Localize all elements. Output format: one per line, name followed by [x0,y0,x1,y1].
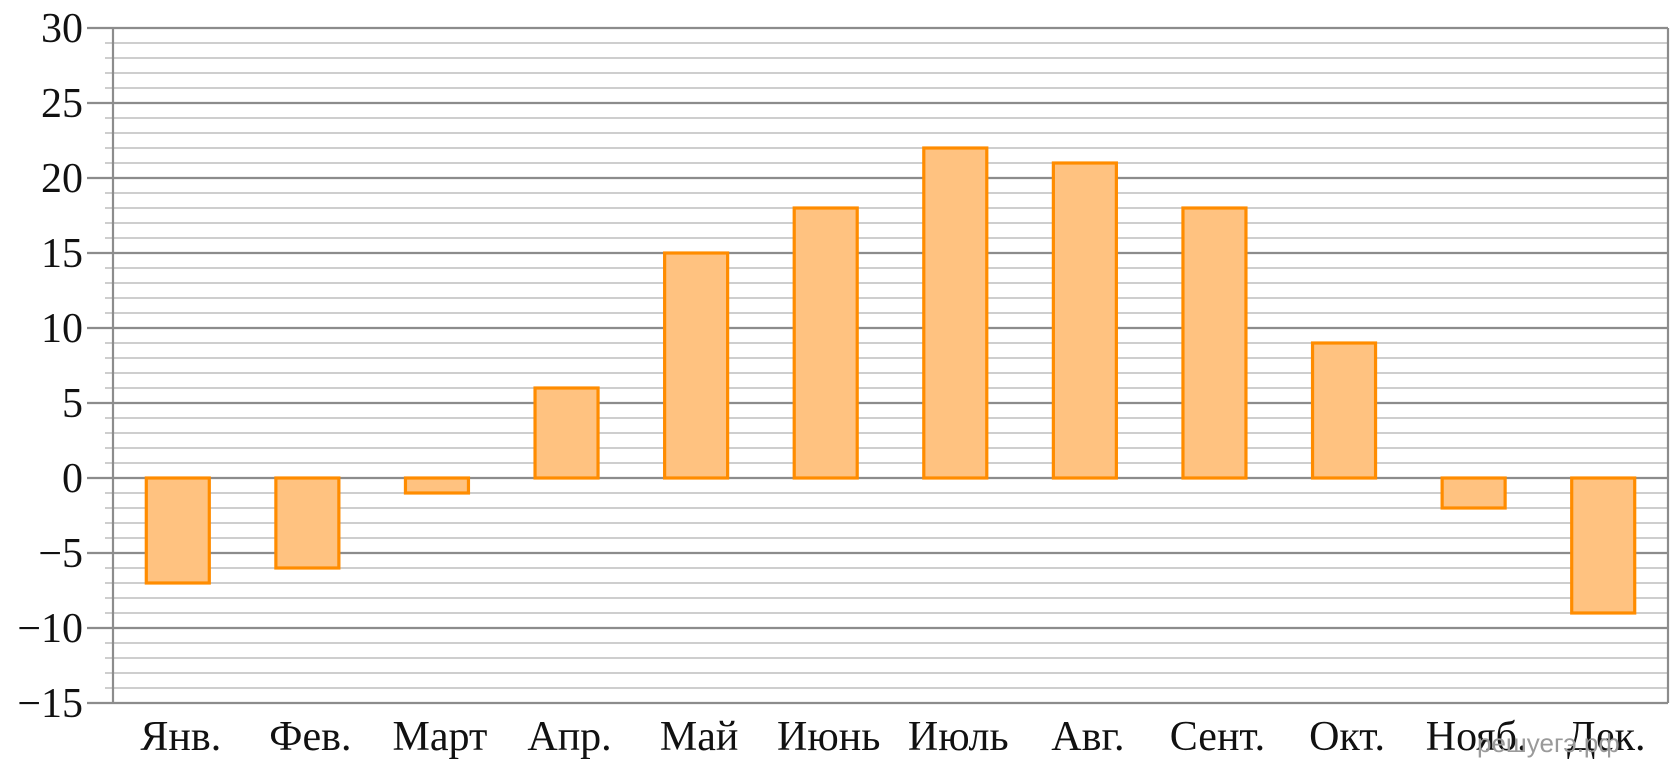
y-tick-label: 0 [62,456,83,502]
bar [1440,476,1507,510]
bar [792,206,859,480]
bar [1310,341,1378,480]
bar [403,476,471,495]
x-category-label: Нояб. [1426,714,1528,760]
x-category-label: Июнь [777,714,880,760]
bar [922,146,989,480]
x-category-label: Авг. [1051,714,1124,760]
axes [111,28,1670,703]
x-category-label: Янв. [140,714,221,760]
x-category-labels: Янв. Фев. Март Апр. Май Июнь Июль Авг. Сент. Окт.… [140,714,1645,760]
x-category-label: Апр. [527,714,611,760]
y-tick-label: −10 [17,606,83,652]
watermark: решуегэ.рф [1477,728,1620,758]
x-category-label: Июль [908,714,1009,760]
bar [663,251,730,480]
y-tick-label: −15 [17,681,83,727]
x-category-label: Март [393,714,488,760]
bar [1570,476,1637,615]
y-tick-label: −5 [38,531,83,577]
bar [274,476,341,570]
y-tick-label: 30 [41,6,83,52]
y-tick-label: 15 [41,231,83,277]
bars [144,146,1637,615]
bar [1051,161,1118,480]
y-tick-label: 5 [62,381,83,427]
y-tick-labels: 30 25 20 15 10 5 0 −5 −10 −15 [17,6,83,727]
y-tick-label: 20 [41,156,83,202]
bar [1181,206,1248,480]
y-tick-label: 25 [41,81,83,127]
bar [533,386,600,480]
y-tick-label: 10 [41,306,83,352]
x-category-label: Май [660,714,738,760]
grid [87,26,1668,705]
x-category-label: Окт. [1309,714,1385,760]
x-category-label: Сент. [1170,714,1265,760]
x-category-label: Фев. [269,714,351,760]
x-category-label: Дек. [1567,714,1646,760]
bar [144,476,211,585]
